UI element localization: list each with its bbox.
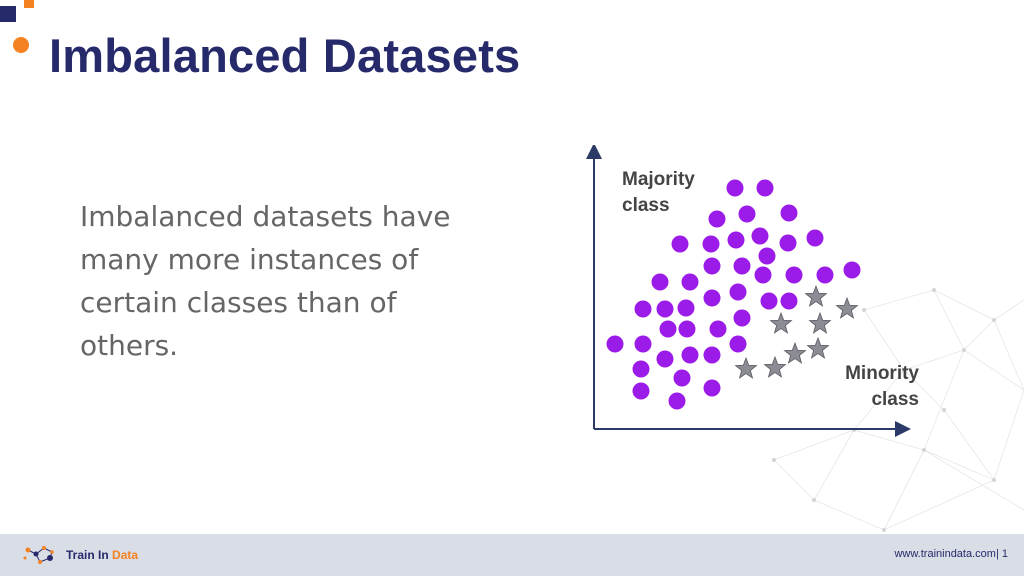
majority-point [634, 300, 652, 318]
logo-text-accent: Data [112, 548, 139, 562]
majority-point [677, 299, 695, 317]
majority-point [785, 266, 803, 284]
train-in-data-logo: Train In Data [22, 541, 138, 569]
majority-point [681, 273, 699, 291]
footer-url-page: www.trainindata.com| 1 [894, 548, 1008, 560]
majority-point [780, 204, 798, 222]
majority-point [606, 335, 624, 353]
footer-bar: Train In Data www.trainindata.com| 1 [0, 534, 1024, 576]
majority-point [754, 266, 772, 284]
majority-point [806, 229, 824, 247]
majority-point [673, 369, 691, 387]
website-url: www.trainindata.com [894, 548, 996, 560]
majority-point [758, 247, 776, 265]
majority-point [671, 235, 689, 253]
slide-title: Imbalanced Datasets [49, 29, 521, 82]
minority-point [806, 336, 830, 359]
majority-point [708, 210, 726, 228]
logo-text: Train In Data [66, 548, 138, 562]
majority-point [651, 273, 669, 291]
majority-class-label: Majority class [622, 169, 695, 216]
majority-point [779, 234, 797, 252]
decorative-orange-square [24, 0, 34, 8]
majority-class-points [606, 179, 861, 410]
page-number: 1 [1001, 548, 1008, 560]
majority-point [703, 257, 721, 275]
majority-point [656, 350, 674, 368]
background-network-mesh [772, 288, 1024, 532]
minority-point [835, 296, 859, 319]
logo-text-main: Train In [66, 548, 109, 562]
footer-separator: | [995, 548, 999, 560]
majority-point [678, 320, 696, 338]
majority-point [816, 266, 834, 284]
majority-point [703, 379, 721, 397]
majority-point [729, 335, 747, 353]
majority-point [760, 292, 778, 310]
majority-point [733, 257, 751, 275]
minority-point [734, 356, 758, 379]
slide-body-text: Imbalanced datasets have many more insta… [80, 200, 451, 362]
majority-point [751, 227, 769, 245]
majority-point [656, 300, 674, 318]
minority-point [808, 311, 832, 334]
majority-point [709, 320, 727, 338]
decorative-orange-dot [13, 37, 29, 53]
majority-point [702, 235, 720, 253]
majority-point [729, 283, 747, 301]
majority-point [668, 392, 686, 410]
decorative-navy-square [0, 6, 16, 22]
majority-point [703, 346, 721, 364]
majority-point [634, 335, 652, 353]
minority-point [783, 341, 807, 364]
majority-point [726, 179, 744, 197]
majority-point [703, 289, 721, 307]
majority-point [681, 346, 699, 364]
minority-point [804, 284, 828, 307]
minority-point [763, 355, 787, 378]
majority-point [632, 360, 650, 378]
majority-point [843, 261, 861, 279]
majority-point [756, 179, 774, 197]
majority-point [733, 309, 751, 327]
majority-point [727, 231, 745, 249]
logo-network-icon [23, 546, 54, 564]
majority-point [780, 292, 798, 310]
minority-point [769, 311, 793, 334]
minority-class-points [734, 284, 859, 379]
majority-point [659, 320, 677, 338]
majority-point [738, 205, 756, 223]
majority-point [632, 382, 650, 400]
minority-class-label: Minority class [845, 363, 919, 410]
class-distribution-diagram [586, 145, 911, 437]
